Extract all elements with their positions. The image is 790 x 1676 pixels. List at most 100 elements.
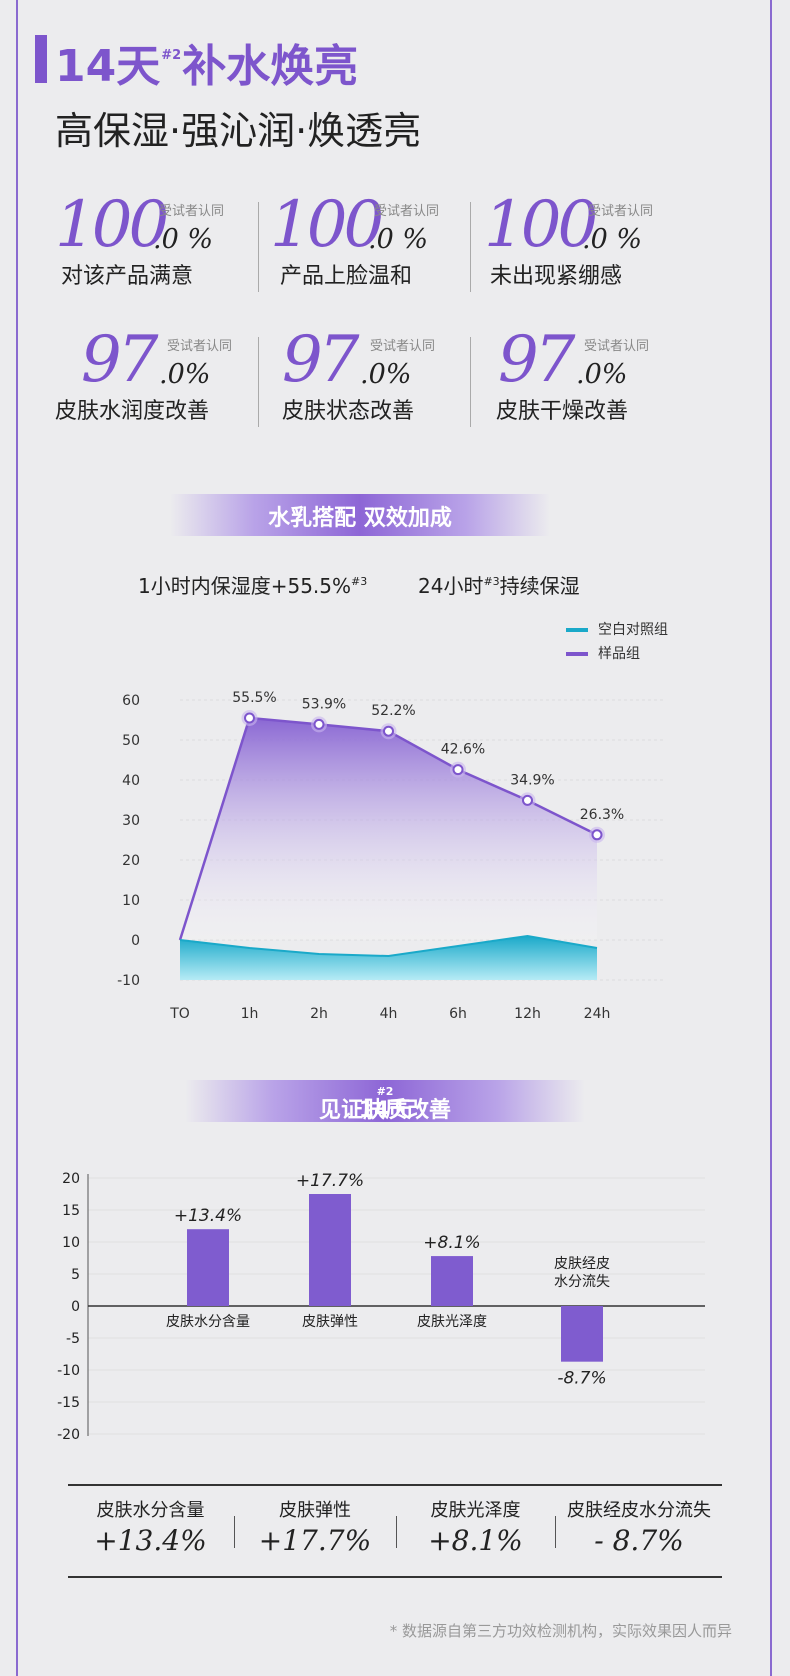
y-tick-label: 40 <box>122 773 140 789</box>
page-subtitle: 高保湿·强沁润·焕透亮 <box>55 109 422 153</box>
banner-title-pre: 14天 <box>358 1098 412 1123</box>
bar <box>561 1306 603 1362</box>
stat-divider <box>258 202 259 292</box>
data-label: 55.5% <box>232 690 276 706</box>
stat-note: 受试者认同 <box>370 339 436 354</box>
summary-cell: 皮肤经皮水分流失 - 8.7% <box>556 1486 722 1576</box>
control-series-line <box>179 934 598 958</box>
x-tick-label: 6h <box>449 1006 467 1022</box>
data-point <box>313 718 325 730</box>
summary-value: - 8.7% <box>594 1524 684 1557</box>
summary-value: +8.1% <box>428 1524 523 1557</box>
bar-value-label: +8.1% <box>423 1233 480 1253</box>
x-tick-label: 24h <box>584 1006 611 1022</box>
stat-note: 受试者认同 <box>167 339 233 354</box>
stat-card: 97 .0% 受试者认同 皮肤水润度改善 <box>55 325 265 425</box>
category-label: 皮肤水分含量 <box>166 1314 250 1330</box>
y-tick-label: -10 <box>57 1363 80 1379</box>
stat-note: 受试者认同 <box>584 339 650 354</box>
category-label: 皮肤弹性 <box>302 1314 358 1330</box>
stat-card: 97 .0% 受试者认同 皮肤干燥改善 <box>484 325 694 425</box>
frame-right-line <box>770 0 772 1676</box>
stat-note: 受试者认同 <box>588 204 654 219</box>
stat-label: 皮肤水润度改善 <box>55 399 210 424</box>
y-tick-label: 15 <box>62 1203 80 1219</box>
y-tick-label: 20 <box>62 1171 80 1187</box>
stat-decimal: .0 % <box>368 224 428 255</box>
y-tick-label: 20 <box>122 853 140 869</box>
data-point <box>244 712 255 724</box>
summary-divider <box>234 1516 235 1548</box>
x-tick-label: 1h <box>241 1006 259 1022</box>
legend-swatch <box>566 628 588 632</box>
data-point <box>452 764 464 776</box>
data-point <box>383 725 394 737</box>
stat-note: 受试者认同 <box>159 204 225 219</box>
control-area <box>180 936 597 980</box>
summary-divider <box>396 1516 397 1548</box>
stat-decimal: .0 % <box>582 224 642 255</box>
y-tick-label: 0 <box>131 933 140 949</box>
title-part-a: 14天 <box>55 41 161 92</box>
stat-label: 产品上脸温和 <box>280 264 413 289</box>
summary-value: +17.7% <box>258 1524 372 1557</box>
title-accent-bar <box>35 35 47 83</box>
y-tick-label: -15 <box>57 1395 80 1411</box>
y-tick-label: 30 <box>122 813 140 829</box>
highlight-24h: 24小时#3持续保湿 <box>418 570 580 599</box>
stat-card: 100 .0 % 受试者认同 对该产品满意 <box>55 190 265 290</box>
y-tick-label: 10 <box>62 1235 80 1251</box>
section-banner: 14天 #2 见证肤质改善 <box>185 1080 585 1123</box>
footnote-mark: #2 <box>376 1085 394 1098</box>
data-label: 34.9% <box>510 772 554 788</box>
stat-number: 100 <box>55 188 169 262</box>
category-label: 水分流失 <box>554 1274 610 1290</box>
data-point <box>591 829 603 841</box>
summary-cell: 皮肤光泽度 +8.1% <box>397 1486 554 1576</box>
x-tick-label: 4h <box>380 1006 398 1022</box>
legend-label: 空白对照组 <box>598 622 668 638</box>
y-tick-label: 10 <box>122 893 140 909</box>
frame-left-line <box>16 0 18 1676</box>
y-tick-label: 50 <box>122 733 140 749</box>
stat-divider <box>470 337 471 427</box>
y-tick-label: -20 <box>57 1427 80 1443</box>
banner-title: 水乳搭配 双效加成 <box>268 506 452 531</box>
footnote-mark: #3 <box>483 575 500 588</box>
bar <box>309 1194 351 1306</box>
summary-label: 皮肤光泽度 <box>430 1500 521 1521</box>
summary-value: +13.4% <box>94 1524 207 1557</box>
summary-table: 皮肤水分含量 +13.4% 皮肤弹性 +17.7% 皮肤光泽度 +8.1% 皮肤… <box>68 1484 722 1578</box>
y-tick-label: -5 <box>66 1331 80 1347</box>
stat-note: 受试者认同 <box>374 204 440 219</box>
bar-value-label: +13.4% <box>174 1206 242 1226</box>
x-tick-label: 12h <box>514 1006 541 1022</box>
x-tick-label: TO <box>169 1006 190 1022</box>
stat-card: 100 .0 % 受试者认同 未出现紧绷感 <box>484 190 694 290</box>
banner-title: 14天 #2 见证肤质改善 <box>185 1085 585 1123</box>
y-tick-label: -10 <box>117 973 140 989</box>
data-label: 42.6% <box>441 742 485 758</box>
data-point <box>522 794 533 806</box>
x-tick-label: 2h <box>310 1006 328 1022</box>
stat-divider <box>258 337 259 427</box>
highlight-24h-pre: 24小时 <box>418 574 484 598</box>
stat-number: 97 <box>498 323 575 397</box>
page-title: 14天#2补水焕亮 <box>55 30 358 94</box>
summary-label: 皮肤水分含量 <box>96 1500 205 1521</box>
category-label: 皮肤光泽度 <box>417 1314 487 1330</box>
stat-decimal: .0% <box>576 359 628 390</box>
legend-label: 样品组 <box>598 646 640 662</box>
data-label: 26.3% <box>580 807 624 823</box>
y-tick-label: 0 <box>71 1299 80 1315</box>
bar <box>187 1229 229 1306</box>
highlight-1h-text: 1小时内保湿度+55.5% <box>138 574 352 598</box>
category-label: 皮肤经皮 <box>554 1256 610 1272</box>
stat-number: 100 <box>484 188 598 262</box>
bar-value-label: +17.7% <box>296 1171 364 1191</box>
stat-number: 100 <box>270 188 384 262</box>
stat-card: 97 .0% 受试者认同 皮肤状态改善 <box>270 325 480 425</box>
legend-swatch <box>566 652 588 656</box>
